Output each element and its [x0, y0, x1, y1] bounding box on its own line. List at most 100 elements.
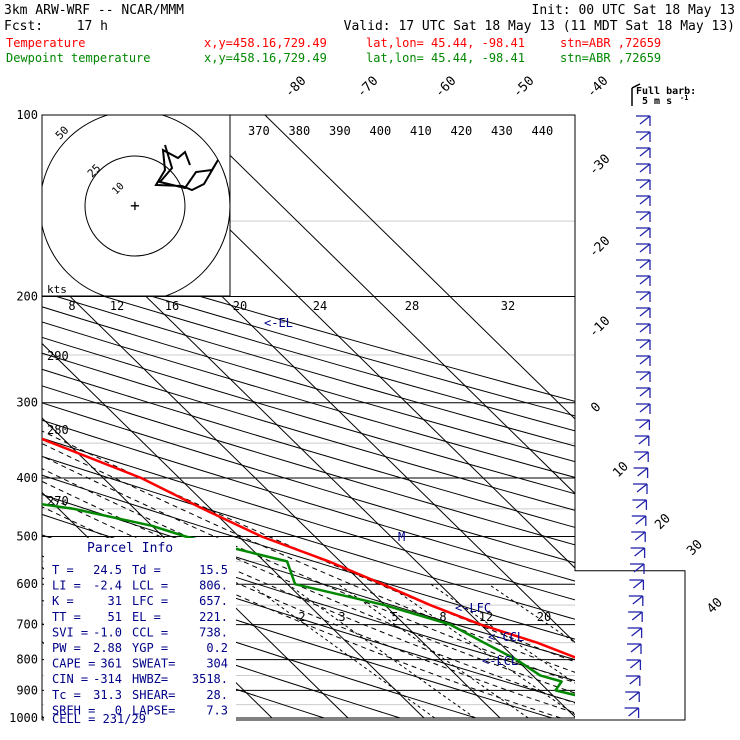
parcel-levels: <-EL M <-LFC <-CCL <-LCL	[264, 316, 524, 668]
wind-barb	[627, 643, 642, 654]
barb-key-line2: 5 m s	[642, 96, 672, 107]
wind-barb	[626, 659, 642, 670]
pressure-tick-600: 600	[16, 577, 38, 591]
pressure-tick-900: 900	[16, 683, 38, 697]
parcel-row-value-right: 15.5	[199, 563, 228, 577]
parcel-row-label-right: EL =	[132, 610, 161, 624]
mixing-ratio-5	[338, 583, 529, 719]
ccl-marker: <-CCL	[488, 630, 524, 644]
parcel-row-value-left: 2.88	[93, 641, 122, 655]
dry-adiabat-390	[42, 352, 575, 511]
parcel-info-bg	[44, 538, 236, 726]
wind-barb	[636, 195, 651, 206]
barb-staff	[628, 707, 640, 717]
parcel-row-label-left: T =	[52, 563, 74, 577]
barb-staff	[639, 195, 651, 205]
parcel-row-label-left: SVI =	[52, 625, 88, 639]
barb-staff	[628, 691, 640, 701]
barb-staff	[639, 291, 651, 301]
barb-staff	[633, 563, 645, 573]
wind-barb	[634, 435, 650, 446]
theta-left-label-290: 290	[47, 349, 69, 363]
dry-adiabat-340	[42, 437, 575, 601]
isotherm-label--30: -30	[586, 152, 613, 179]
barb-staff	[634, 547, 646, 557]
dew-latlon: lat,lon= 45.44, -98.41	[366, 51, 525, 65]
theta-label-440: 440	[532, 124, 554, 138]
barb-staff	[637, 467, 649, 477]
barb-key-flag	[631, 83, 641, 89]
parcel-info-row: SREH = 0 LAPSE= 7.3	[52, 703, 228, 717]
isotherm-label--70: -70	[354, 74, 381, 101]
pressure-tick-700: 700	[16, 618, 38, 632]
wind-barbs	[624, 115, 651, 718]
pressure-tick-300: 300	[16, 396, 38, 410]
wind-barb	[636, 179, 651, 190]
wind-barb	[636, 371, 651, 382]
barb-staff	[630, 643, 642, 653]
wind-barb	[628, 595, 644, 606]
parcel-info-row: Tc = 31.3 SHEAR= 28.	[52, 688, 228, 702]
wind-barb	[625, 691, 640, 702]
parcel-row-label-right: SWEAT=	[132, 657, 175, 671]
barb-staff	[632, 595, 644, 605]
parcel-row-label-right: CCL =	[132, 625, 168, 639]
parcel-info-row: T = 24.5 Td = 15.5	[52, 563, 228, 577]
parcel-row-value-right: 0.2	[206, 641, 228, 655]
isotherm-50	[264, 115, 575, 420]
mixing-ratio-label-2: 2	[298, 610, 305, 624]
dry-adiabat-260	[42, 599, 401, 719]
m-marker: M	[398, 530, 405, 544]
moist-label-12: 12	[110, 299, 124, 313]
profile-traces	[42, 437, 575, 697]
dry-adiabat-460	[42, 248, 575, 402]
barb-staff	[639, 307, 651, 317]
parcel-row-value-left: 51	[108, 610, 122, 624]
moist-label-32: 32	[501, 299, 515, 313]
moist-adiabat-12	[42, 493, 575, 714]
pressure-tick-800: 800	[16, 653, 38, 667]
theta-label-390: 390	[329, 124, 351, 138]
barb-staff	[635, 515, 647, 525]
wind-barb	[630, 547, 646, 558]
header: 3km ARW-WRF -- NCAR/MMM Init: 00 UTC Sat…	[4, 3, 735, 65]
barb-staff	[639, 163, 651, 173]
barb-key-line1: Full barb:	[636, 86, 696, 97]
lfc-marker: <-LFC	[455, 601, 491, 615]
init-time: Init: 00 UTC Sat 18 May 13	[532, 3, 736, 18]
parcel-row-label-left: K =	[52, 594, 74, 608]
dew-xy: x,y=458.16,729.49	[204, 51, 327, 65]
theta-left-label-270: 270	[47, 494, 69, 508]
mixing-ratio-label-12: 12	[479, 610, 493, 624]
barb-key-exponent: -1	[680, 94, 688, 102]
wind-barb	[636, 355, 651, 366]
dry-adiabat-430	[42, 291, 575, 447]
parcel-row-label-left: LI =	[52, 579, 81, 593]
parcel-row-value-left: -1.0	[93, 625, 122, 639]
theta-label-400: 400	[370, 124, 392, 138]
wind-barb	[634, 451, 649, 462]
wind-barb	[636, 147, 651, 158]
wind-barb	[631, 515, 647, 526]
wind-barb	[630, 563, 645, 574]
pressure-tick-1000: 1000	[9, 711, 38, 725]
hodograph-rings	[42, 115, 230, 296]
wind-barb	[636, 403, 651, 414]
barb-staff	[639, 275, 651, 285]
wind-barb	[633, 483, 648, 494]
barb-staff	[639, 147, 651, 157]
temp-legend-label: Temperature	[6, 36, 85, 50]
isotherm-label-10: 10	[610, 459, 632, 481]
wind-barb	[624, 707, 640, 718]
dry-adiabat-410	[42, 321, 575, 478]
wind-barb	[631, 531, 646, 542]
barb-staff	[629, 659, 641, 669]
isotherm-label-30: 30	[684, 537, 706, 559]
parcel-row-label-left: CIN =	[52, 672, 88, 686]
isotherm-40	[188, 115, 575, 495]
wind-barb	[636, 307, 651, 318]
parcel-row-value-left: -314	[93, 672, 122, 686]
parcel-info-rows: T = 24.5 Td = 15.5 LI = -2.4 LCL = 806. K = 31 LFC…	[52, 563, 228, 717]
mixing-ratio-2	[249, 583, 436, 719]
wind-barb	[633, 467, 649, 478]
